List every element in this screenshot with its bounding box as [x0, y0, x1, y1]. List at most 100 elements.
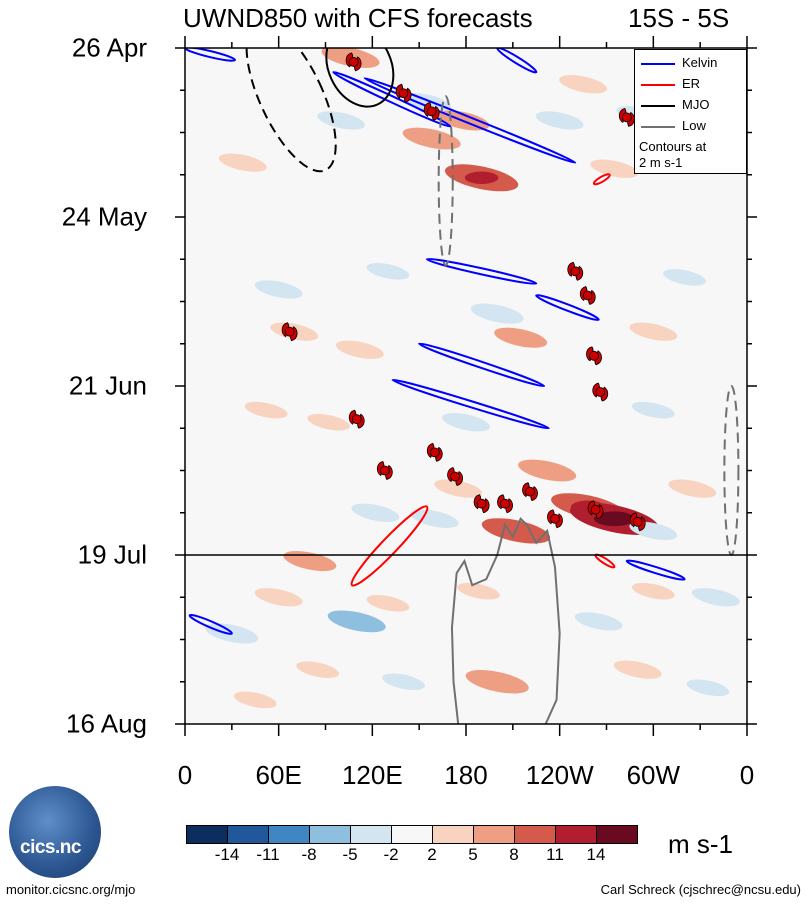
cyclone-eye [632, 516, 643, 527]
tropical-cyclone-icon [592, 382, 609, 402]
latitude-band-label: 15S - 5S [628, 3, 730, 33]
y-tick-label: 26 Apr [71, 32, 147, 63]
westerly-anomaly-patch [434, 479, 483, 498]
legend-label: Low [682, 118, 706, 133]
kelvin-contour [425, 257, 538, 285]
chart-title: UWND850 with CFS forecasts [183, 3, 533, 33]
colorbar-tick-label: -11 [256, 845, 280, 864]
cyclone-eye [379, 465, 390, 476]
kelvin-line-swatch [641, 63, 675, 65]
legend-contour-note: Contours at 2 m s-1 [639, 139, 706, 171]
easterly-anomaly-patch [366, 263, 410, 280]
easterly-anomaly-patch [410, 509, 459, 528]
cyclone-eye [595, 387, 606, 397]
cyclone-eye [525, 486, 535, 497]
tropical-cyclone-icon [281, 322, 298, 342]
colorbar-tick-label: -5 [342, 845, 358, 864]
westerly-anomaly-patch [307, 413, 350, 431]
x-tick-label: 60E [255, 760, 302, 790]
tropical-cyclone-markers [281, 52, 646, 532]
footer-url[interactable]: monitor.cicsnc.org/mjo [6, 882, 136, 897]
westerly-anomaly-patch [296, 661, 340, 678]
cyclone-eye [284, 326, 295, 337]
tropical-cyclone-icon [522, 482, 538, 502]
colorbar-swatch [432, 825, 474, 844]
x-tick-label: 180 [444, 760, 488, 790]
x-tick-label: 120W [525, 760, 594, 790]
tropical-cyclone-icon [423, 101, 440, 121]
colorbar-swatch [473, 825, 515, 844]
colorbar-tick-label: 14 [586, 845, 606, 864]
colorbar-tick-label: -2 [383, 845, 399, 864]
tropical-cyclone-icon [629, 512, 646, 532]
kelvin-contour [391, 378, 550, 430]
tropical-cyclone-icon [426, 442, 443, 462]
cyclone-eye [582, 290, 593, 301]
cyclone-eye [426, 106, 437, 117]
colorbar-tick-label: -8 [301, 845, 317, 864]
westerly-anomaly-patch [668, 479, 717, 498]
easterly-anomaly-patch [470, 303, 524, 324]
tropical-cyclone-icon [567, 261, 584, 281]
kelvin-contour [418, 342, 546, 388]
legend-note-line: Contours at [639, 139, 707, 154]
legend-label: Kelvin [682, 55, 718, 70]
er-line-swatch [641, 84, 675, 86]
er-contour [350, 505, 429, 587]
y-tick-label: 24 May [61, 201, 147, 232]
kelvin-contour [363, 77, 577, 164]
x-tick-label: 0 [739, 760, 755, 790]
tropical-cyclone-icon [395, 83, 412, 103]
westerly-anomaly-patch [494, 327, 548, 348]
westerly-anomaly-patch [254, 588, 303, 607]
cics-logo [9, 786, 101, 878]
westerly-anomaly-patch [218, 153, 267, 172]
westerly-anomaly-patch [335, 340, 384, 359]
cyclone-eye [589, 350, 599, 361]
cyclone-eye [500, 498, 510, 509]
mjo-line-swatch [641, 105, 675, 107]
easterly-anomaly-patch [574, 612, 623, 631]
colorbar-swatch [555, 825, 597, 844]
kelvin-contour [188, 613, 233, 635]
y-tick-label: 19 Jul [77, 539, 147, 570]
westerly-anomaly-patch [559, 75, 608, 94]
wave-contours [185, 48, 740, 724]
legend-label: ER [682, 76, 701, 91]
cyclone-eye [398, 88, 409, 99]
cyclone-eye [476, 498, 487, 509]
legend-label: MJO [682, 97, 710, 112]
westerly-anomaly-patch [244, 401, 288, 419]
tropical-cyclone-icon [579, 285, 596, 305]
westerly-anomaly-patch [631, 582, 675, 600]
easterly-anomaly-patch [691, 588, 740, 607]
easterly-anomaly-patch [686, 679, 730, 697]
westerly-anomaly-patch [457, 582, 500, 600]
colorbar-units: m s-1 [668, 829, 733, 859]
legend-note-line: 2 m s-1 [639, 155, 683, 170]
kelvin-contour [332, 71, 452, 128]
x-tick-label: 0 [177, 760, 193, 790]
cyclone-eye [621, 112, 632, 123]
cyclone-eye [590, 504, 601, 515]
strong-anomaly-core [593, 511, 635, 527]
colorbar-swatch [186, 825, 228, 844]
tropical-cyclone-icon [587, 500, 604, 520]
low-line-swatch [641, 126, 675, 128]
tropical-cyclone-icon [497, 494, 513, 514]
low-frequency-forecast-contour [450, 517, 561, 724]
colorbar-tick-label: -14 [214, 845, 240, 864]
tropical-cyclone-icon [376, 461, 393, 480]
easterly-anomaly-patch [351, 503, 400, 522]
tropical-cyclone-icon [473, 494, 490, 514]
easterly-anomaly-patch [663, 269, 706, 286]
cyclone-eye [550, 513, 560, 524]
westerly-anomaly-patch [518, 459, 577, 482]
tropical-cyclone-icon [586, 346, 602, 366]
easterly-anomaly-patch [317, 111, 366, 130]
westerly-anomaly-patch [465, 669, 529, 694]
tropical-cyclone-icon [547, 509, 563, 529]
axis-ticks [175, 36, 757, 736]
footer-credit: Carl Schreck (cjschrec@ncsu.edu) [600, 882, 801, 897]
easterly-anomaly-patch [327, 610, 386, 633]
